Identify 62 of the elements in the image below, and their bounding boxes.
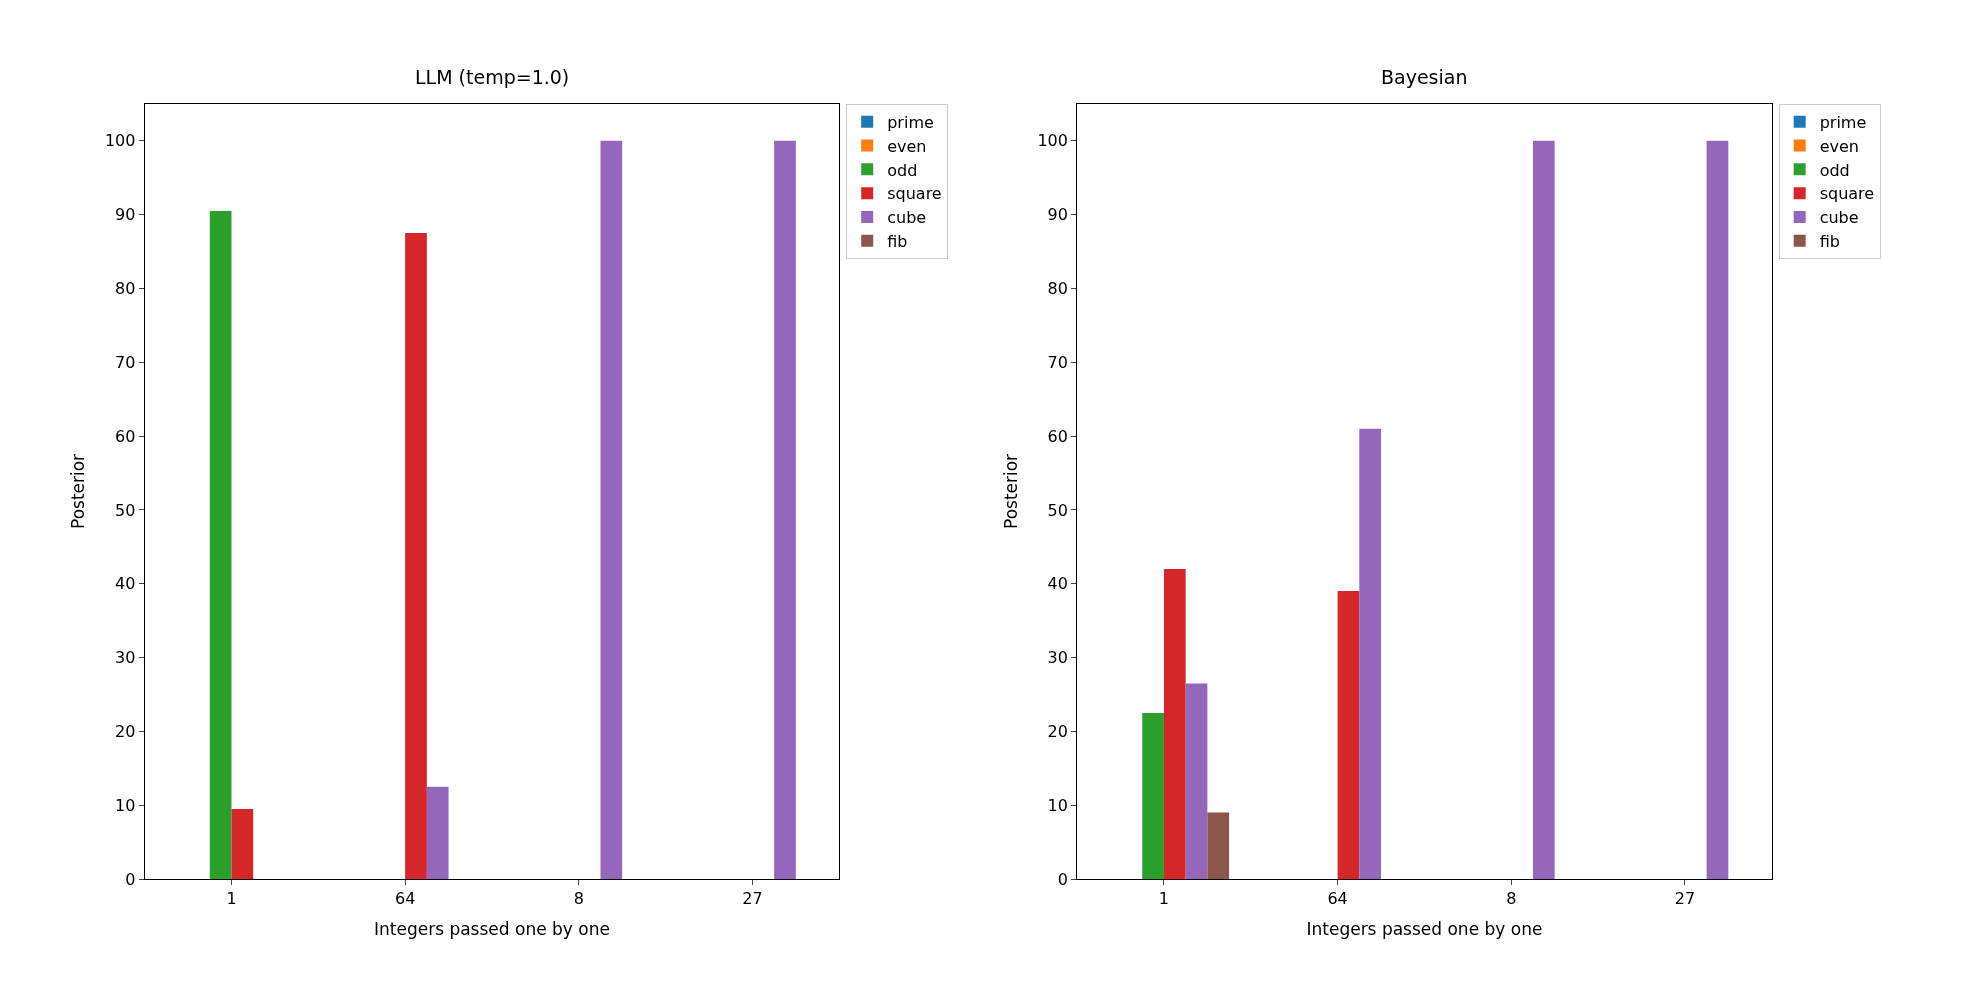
chart-title: Bayesian xyxy=(1381,66,1468,88)
y-tick-label: 10 xyxy=(115,795,136,815)
legend-label: even xyxy=(887,136,927,156)
y-tick-label: 40 xyxy=(115,574,136,594)
bar xyxy=(1337,591,1360,880)
y-tick-label: 70 xyxy=(115,352,136,372)
y-axis-title: Posterior xyxy=(1000,453,1021,530)
y-tick-label: 0 xyxy=(125,869,136,889)
bar xyxy=(600,140,623,880)
y-tick-label: 20 xyxy=(115,721,136,741)
y-tick-label: 50 xyxy=(1047,500,1068,520)
y-tick-label: 100 xyxy=(1037,131,1068,151)
x-axis-title: Integers passed one by one xyxy=(374,918,610,939)
x-tick-label: 64 xyxy=(1327,889,1348,909)
y-tick-label: 0 xyxy=(1057,869,1068,889)
legend-label: prime xyxy=(1819,112,1867,132)
y-tick-label: 10 xyxy=(1047,795,1068,815)
bar xyxy=(1142,712,1164,880)
y-tick-label: 60 xyxy=(115,426,136,446)
legend-label: cube xyxy=(1819,208,1859,228)
legend-label: fib xyxy=(887,231,908,251)
x-tick-label: 1 xyxy=(226,889,237,909)
x-tick-label: 1 xyxy=(1158,889,1170,909)
y-tick-label: 60 xyxy=(1047,426,1068,446)
x-tick-label: 64 xyxy=(394,889,416,909)
bar xyxy=(1359,428,1382,880)
y-tick-label: 80 xyxy=(115,279,136,299)
bar xyxy=(774,140,796,880)
legend-label: odd xyxy=(887,160,918,180)
bar xyxy=(231,808,254,880)
bar xyxy=(1532,140,1555,880)
bar xyxy=(1185,683,1208,880)
y-tick-label: 90 xyxy=(1047,205,1068,225)
legend-label: even xyxy=(1819,136,1859,156)
legend-label: prime xyxy=(887,112,934,132)
x-axis-title: Integers passed one by one xyxy=(1306,918,1543,939)
bar xyxy=(1163,568,1186,880)
legend-label: fib xyxy=(1819,231,1840,251)
legend-label: square xyxy=(1819,184,1875,204)
y-axis-title: Posterior xyxy=(68,453,89,530)
legend-label: square xyxy=(887,184,942,204)
y-tick-label: 20 xyxy=(1047,721,1068,741)
bar xyxy=(209,210,232,880)
y-tick-label: 40 xyxy=(1047,574,1068,594)
legend-label: odd xyxy=(1819,160,1850,180)
chart-title: LLM (temp=1.0) xyxy=(415,66,570,88)
y-tick-label: 80 xyxy=(1047,279,1068,299)
bar xyxy=(426,786,449,880)
x-tick-label: 27 xyxy=(1674,889,1696,909)
y-tick-label: 50 xyxy=(115,500,136,520)
x-tick-label: 8 xyxy=(1506,889,1517,909)
y-tick-label: 30 xyxy=(1047,648,1068,668)
bar xyxy=(1207,812,1230,880)
bar xyxy=(405,233,427,880)
y-tick-label: 90 xyxy=(115,205,136,225)
y-tick-label: 70 xyxy=(1047,352,1068,372)
bar xyxy=(1706,140,1729,880)
x-tick-label: 27 xyxy=(742,889,763,909)
y-tick-label: 30 xyxy=(115,648,136,668)
y-tick-label: 100 xyxy=(104,131,136,151)
x-tick-label: 8 xyxy=(573,889,584,909)
legend-label: cube xyxy=(887,208,927,228)
